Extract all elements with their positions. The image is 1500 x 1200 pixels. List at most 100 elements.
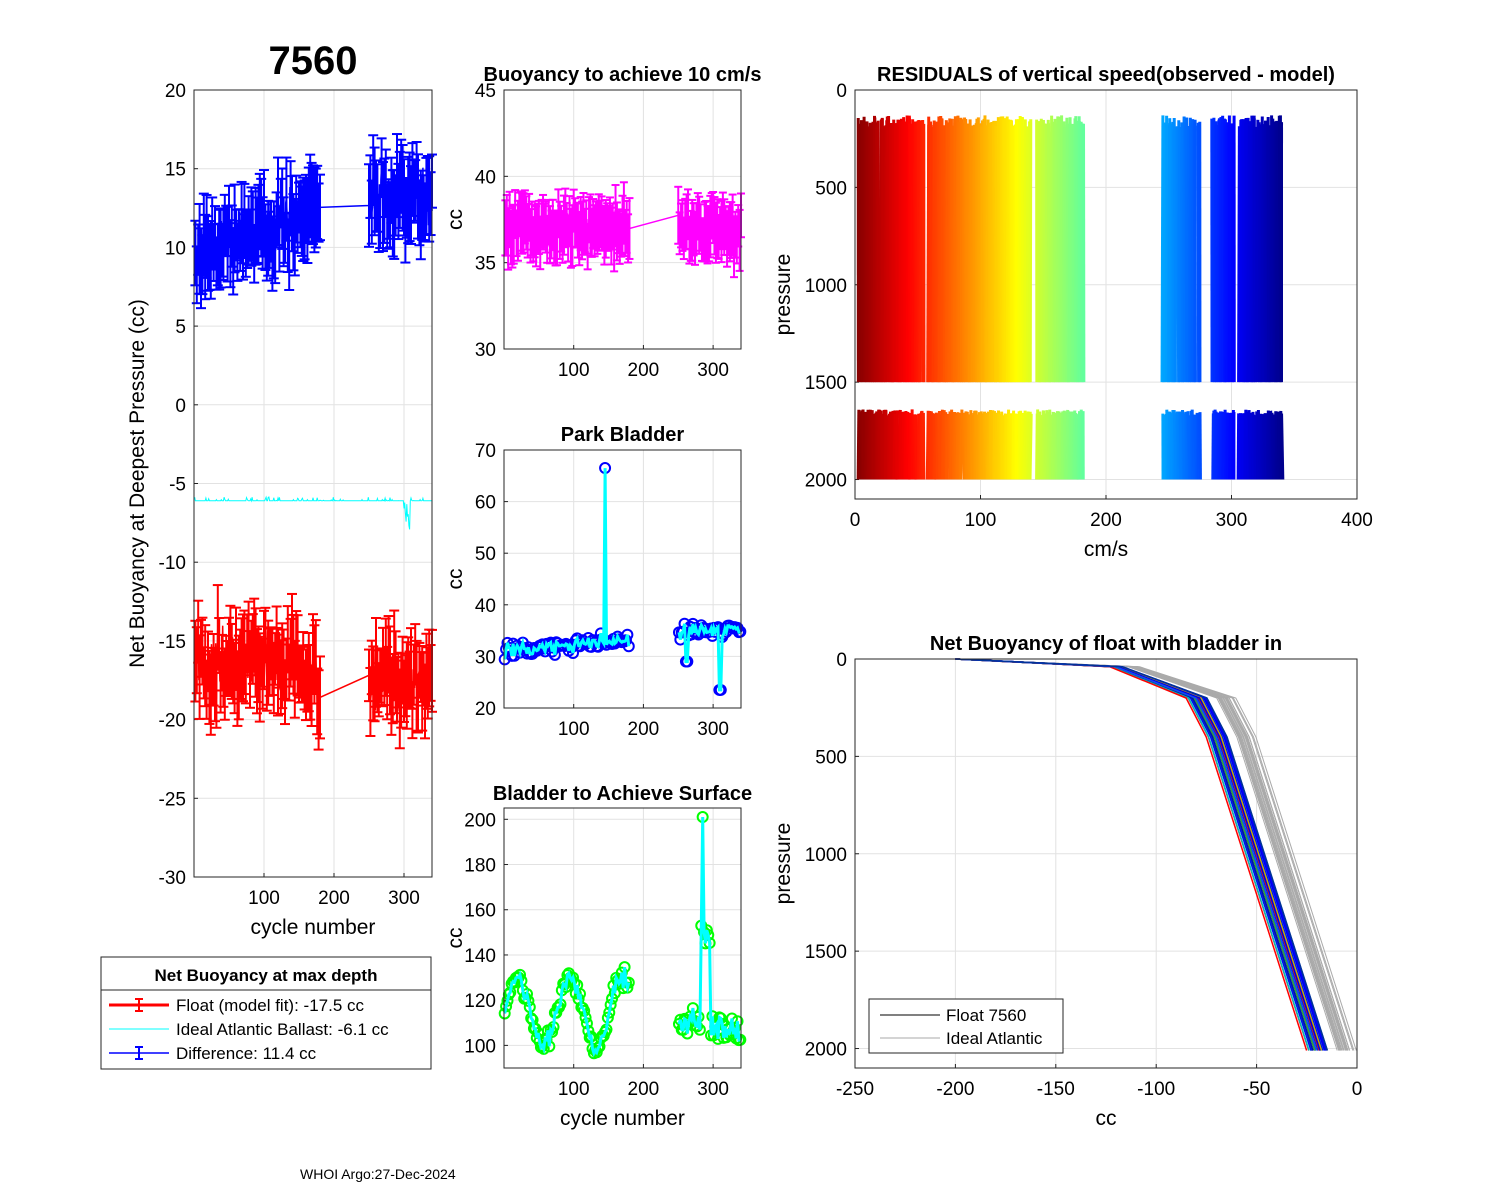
legend-label: Difference: 11.4 cc bbox=[176, 1044, 317, 1063]
y-tick-label: -15 bbox=[159, 632, 186, 653]
y-tick-label: -30 bbox=[159, 868, 186, 889]
x-tick-label: 200 bbox=[628, 360, 660, 381]
residual-trace bbox=[914, 414, 919, 480]
y-tick-label: 10 bbox=[165, 238, 186, 259]
main-legend: Net Buoyancy at max depth Float (model fi… bbox=[100, 956, 432, 1070]
y-tick-label: 40 bbox=[475, 596, 496, 617]
ideal-ballast-line bbox=[194, 495, 432, 530]
axes-main: 100 200 300 -30 -25 -20 -15 -10 -5 0 5 10 15 20 cycle … bbox=[126, 39, 437, 939]
axes-netbuoy: -250 -200 -150 -100 -50 0 0 500 1000 1500 2000 cc pr… bbox=[772, 633, 1362, 1130]
y-tick-label: 2000 bbox=[805, 1040, 847, 1061]
x-axis-label: cycle number bbox=[560, 1107, 685, 1130]
axes-frame bbox=[503, 807, 742, 1069]
y-tick-label: 70 bbox=[475, 441, 496, 462]
axes-frame bbox=[854, 658, 1358, 1069]
axes-buoy10: 100 200 300 30 35 40 45 cc Buoyancy to achieve 1… bbox=[444, 64, 761, 381]
difference-series-line bbox=[193, 166, 433, 279]
y-tick-label: 0 bbox=[836, 81, 847, 102]
residual-trace bbox=[988, 409, 993, 480]
x-tick-label: 400 bbox=[1341, 510, 1373, 531]
y-tick-label: 30 bbox=[475, 340, 496, 361]
x-tick-label: 0 bbox=[1352, 1079, 1363, 1100]
residual-trace bbox=[904, 412, 908, 480]
x-tick-label: 200 bbox=[628, 719, 660, 740]
legend-box bbox=[100, 956, 432, 1070]
x-tick-label: 300 bbox=[697, 719, 729, 740]
netbuoy-profiles bbox=[955, 658, 1357, 1051]
residuals-title: RESIDUALS of vertical speed(observed - m… bbox=[877, 64, 1335, 86]
y-tick-label: -5 bbox=[169, 475, 186, 496]
axes-frame bbox=[503, 89, 742, 350]
residual-trace bbox=[895, 119, 900, 383]
residual-trace bbox=[994, 125, 999, 383]
float-profile bbox=[955, 658, 1329, 1051]
y-tick-label: 120 bbox=[464, 991, 496, 1012]
residual-trace bbox=[899, 411, 904, 480]
x-axis-label: cycle number bbox=[251, 916, 376, 939]
x-tick-label: 300 bbox=[1216, 510, 1248, 531]
legend-title: Net Buoyancy at max depth bbox=[155, 966, 378, 985]
y-axis-label: pressure bbox=[772, 254, 795, 336]
x-tick-label: 300 bbox=[697, 360, 729, 381]
axes-frame bbox=[854, 89, 1358, 500]
y-tick-label: 2000 bbox=[805, 471, 847, 492]
y-axis-label: cc bbox=[444, 209, 467, 230]
x-tick-label: -200 bbox=[936, 1079, 974, 1100]
residual-trace bbox=[1280, 413, 1285, 480]
legend-label: Ideal Atlantic Ballast: -6.1 cc bbox=[176, 1020, 389, 1039]
buoy10-title: Buoyancy to achieve 10 cm/s bbox=[484, 64, 762, 86]
residual-trace bbox=[1162, 122, 1167, 383]
residual-trace bbox=[985, 119, 990, 383]
x-tick-label: 200 bbox=[628, 1079, 660, 1100]
buoy10-series bbox=[501, 181, 745, 279]
buoy10-line bbox=[503, 210, 742, 247]
float-series-line bbox=[193, 625, 433, 718]
difference-series bbox=[190, 133, 437, 310]
y-tick-label: 50 bbox=[475, 544, 496, 565]
residual-trace bbox=[1266, 122, 1271, 383]
y-axis-label: pressure bbox=[772, 823, 795, 905]
park-title: Park Bladder bbox=[561, 424, 685, 446]
park-line bbox=[503, 468, 741, 692]
x-tick-label: 200 bbox=[318, 888, 350, 909]
y-tick-label: 200 bbox=[464, 810, 496, 831]
residual-trace bbox=[940, 118, 945, 383]
residual-trace bbox=[964, 411, 969, 480]
residual-trace bbox=[857, 123, 862, 383]
residual-trace bbox=[876, 120, 881, 383]
residual-trace bbox=[1028, 119, 1033, 383]
y-tick-label: -10 bbox=[159, 553, 186, 574]
y-axis-label: cc bbox=[444, 569, 467, 590]
legend-label: Ideal Atlantic bbox=[946, 1029, 1043, 1048]
residual-trace bbox=[861, 409, 866, 480]
x-axis-label: cc bbox=[1096, 1107, 1117, 1130]
park-marker bbox=[734, 625, 747, 638]
x-tick-label: 100 bbox=[248, 888, 280, 909]
y-tick-label: 160 bbox=[464, 901, 496, 922]
surface-marker bbox=[734, 1033, 747, 1046]
y-tick-label: 60 bbox=[475, 493, 496, 514]
y-tick-label: 180 bbox=[464, 856, 496, 877]
x-tick-label: -100 bbox=[1137, 1079, 1175, 1100]
axes-frame bbox=[503, 449, 742, 709]
axes-frame bbox=[193, 89, 433, 878]
y-tick-label: 0 bbox=[836, 650, 847, 671]
main-title: 7560 bbox=[269, 39, 358, 83]
residual-trace bbox=[1077, 116, 1082, 383]
y-axis-label: Net Buoyancy at Deepest Pressure (cc) bbox=[126, 299, 149, 668]
residual-trace bbox=[1028, 413, 1033, 480]
axes-residuals: 0 100 200 300 400 0 500 1000 1500 2000 cm/s pressur… bbox=[772, 64, 1373, 561]
residual-trace bbox=[945, 413, 950, 480]
y-tick-label: 30 bbox=[475, 647, 496, 668]
residual-trace bbox=[895, 410, 900, 480]
y-tick-label: 15 bbox=[165, 160, 186, 181]
x-tick-label: 300 bbox=[388, 888, 420, 909]
y-tick-label: 100 bbox=[464, 1036, 496, 1057]
residual-trace bbox=[1167, 411, 1172, 480]
park-series bbox=[498, 462, 747, 696]
y-tick-label: -20 bbox=[159, 711, 186, 732]
residual-trace bbox=[1177, 126, 1182, 383]
surface-title: Bladder to Achieve Surface bbox=[493, 783, 752, 805]
legend-label: Float (model fit): -17.5 cc bbox=[176, 996, 365, 1015]
